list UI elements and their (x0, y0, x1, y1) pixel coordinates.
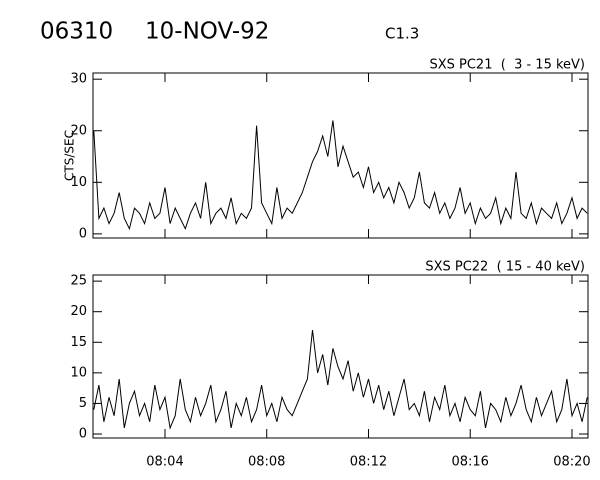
y-tick-label: 30 (70, 72, 87, 87)
y-tick-label: 15 (70, 335, 87, 350)
y-tick-label: 20 (70, 123, 87, 138)
flare-class: C1.3 (385, 25, 419, 43)
x-tick-label: 08:08 (248, 455, 285, 470)
x-tick-label: 08:16 (451, 455, 488, 470)
x-tick-label: 08:04 (146, 455, 183, 470)
data-line (93, 120, 588, 231)
y-tick-label: 10 (70, 365, 87, 380)
y-tick-label: 0 (79, 226, 87, 241)
y-axis-label: CTS/SEC (63, 130, 77, 181)
date: 10-NOV-92 (145, 19, 269, 45)
x-tick-label: 08:12 (350, 455, 387, 470)
observation-id: 06310 (40, 19, 113, 45)
x-tick-label: 08:20 (553, 455, 590, 470)
y-tick-label: 0 (79, 427, 87, 442)
y-tick-label: 10 (70, 175, 87, 190)
plot-frame (92, 72, 589, 239)
data-line (93, 329, 588, 430)
panel-title: SXS PC21 ( 3 - 15 keV) (429, 58, 585, 73)
panel-title: SXS PC22 ( 15 - 40 keV) (425, 260, 585, 275)
y-tick-label: 20 (70, 304, 87, 319)
plot-frame (92, 274, 589, 439)
y-tick-label: 5 (79, 396, 87, 411)
y-tick-label: 25 (70, 274, 87, 289)
